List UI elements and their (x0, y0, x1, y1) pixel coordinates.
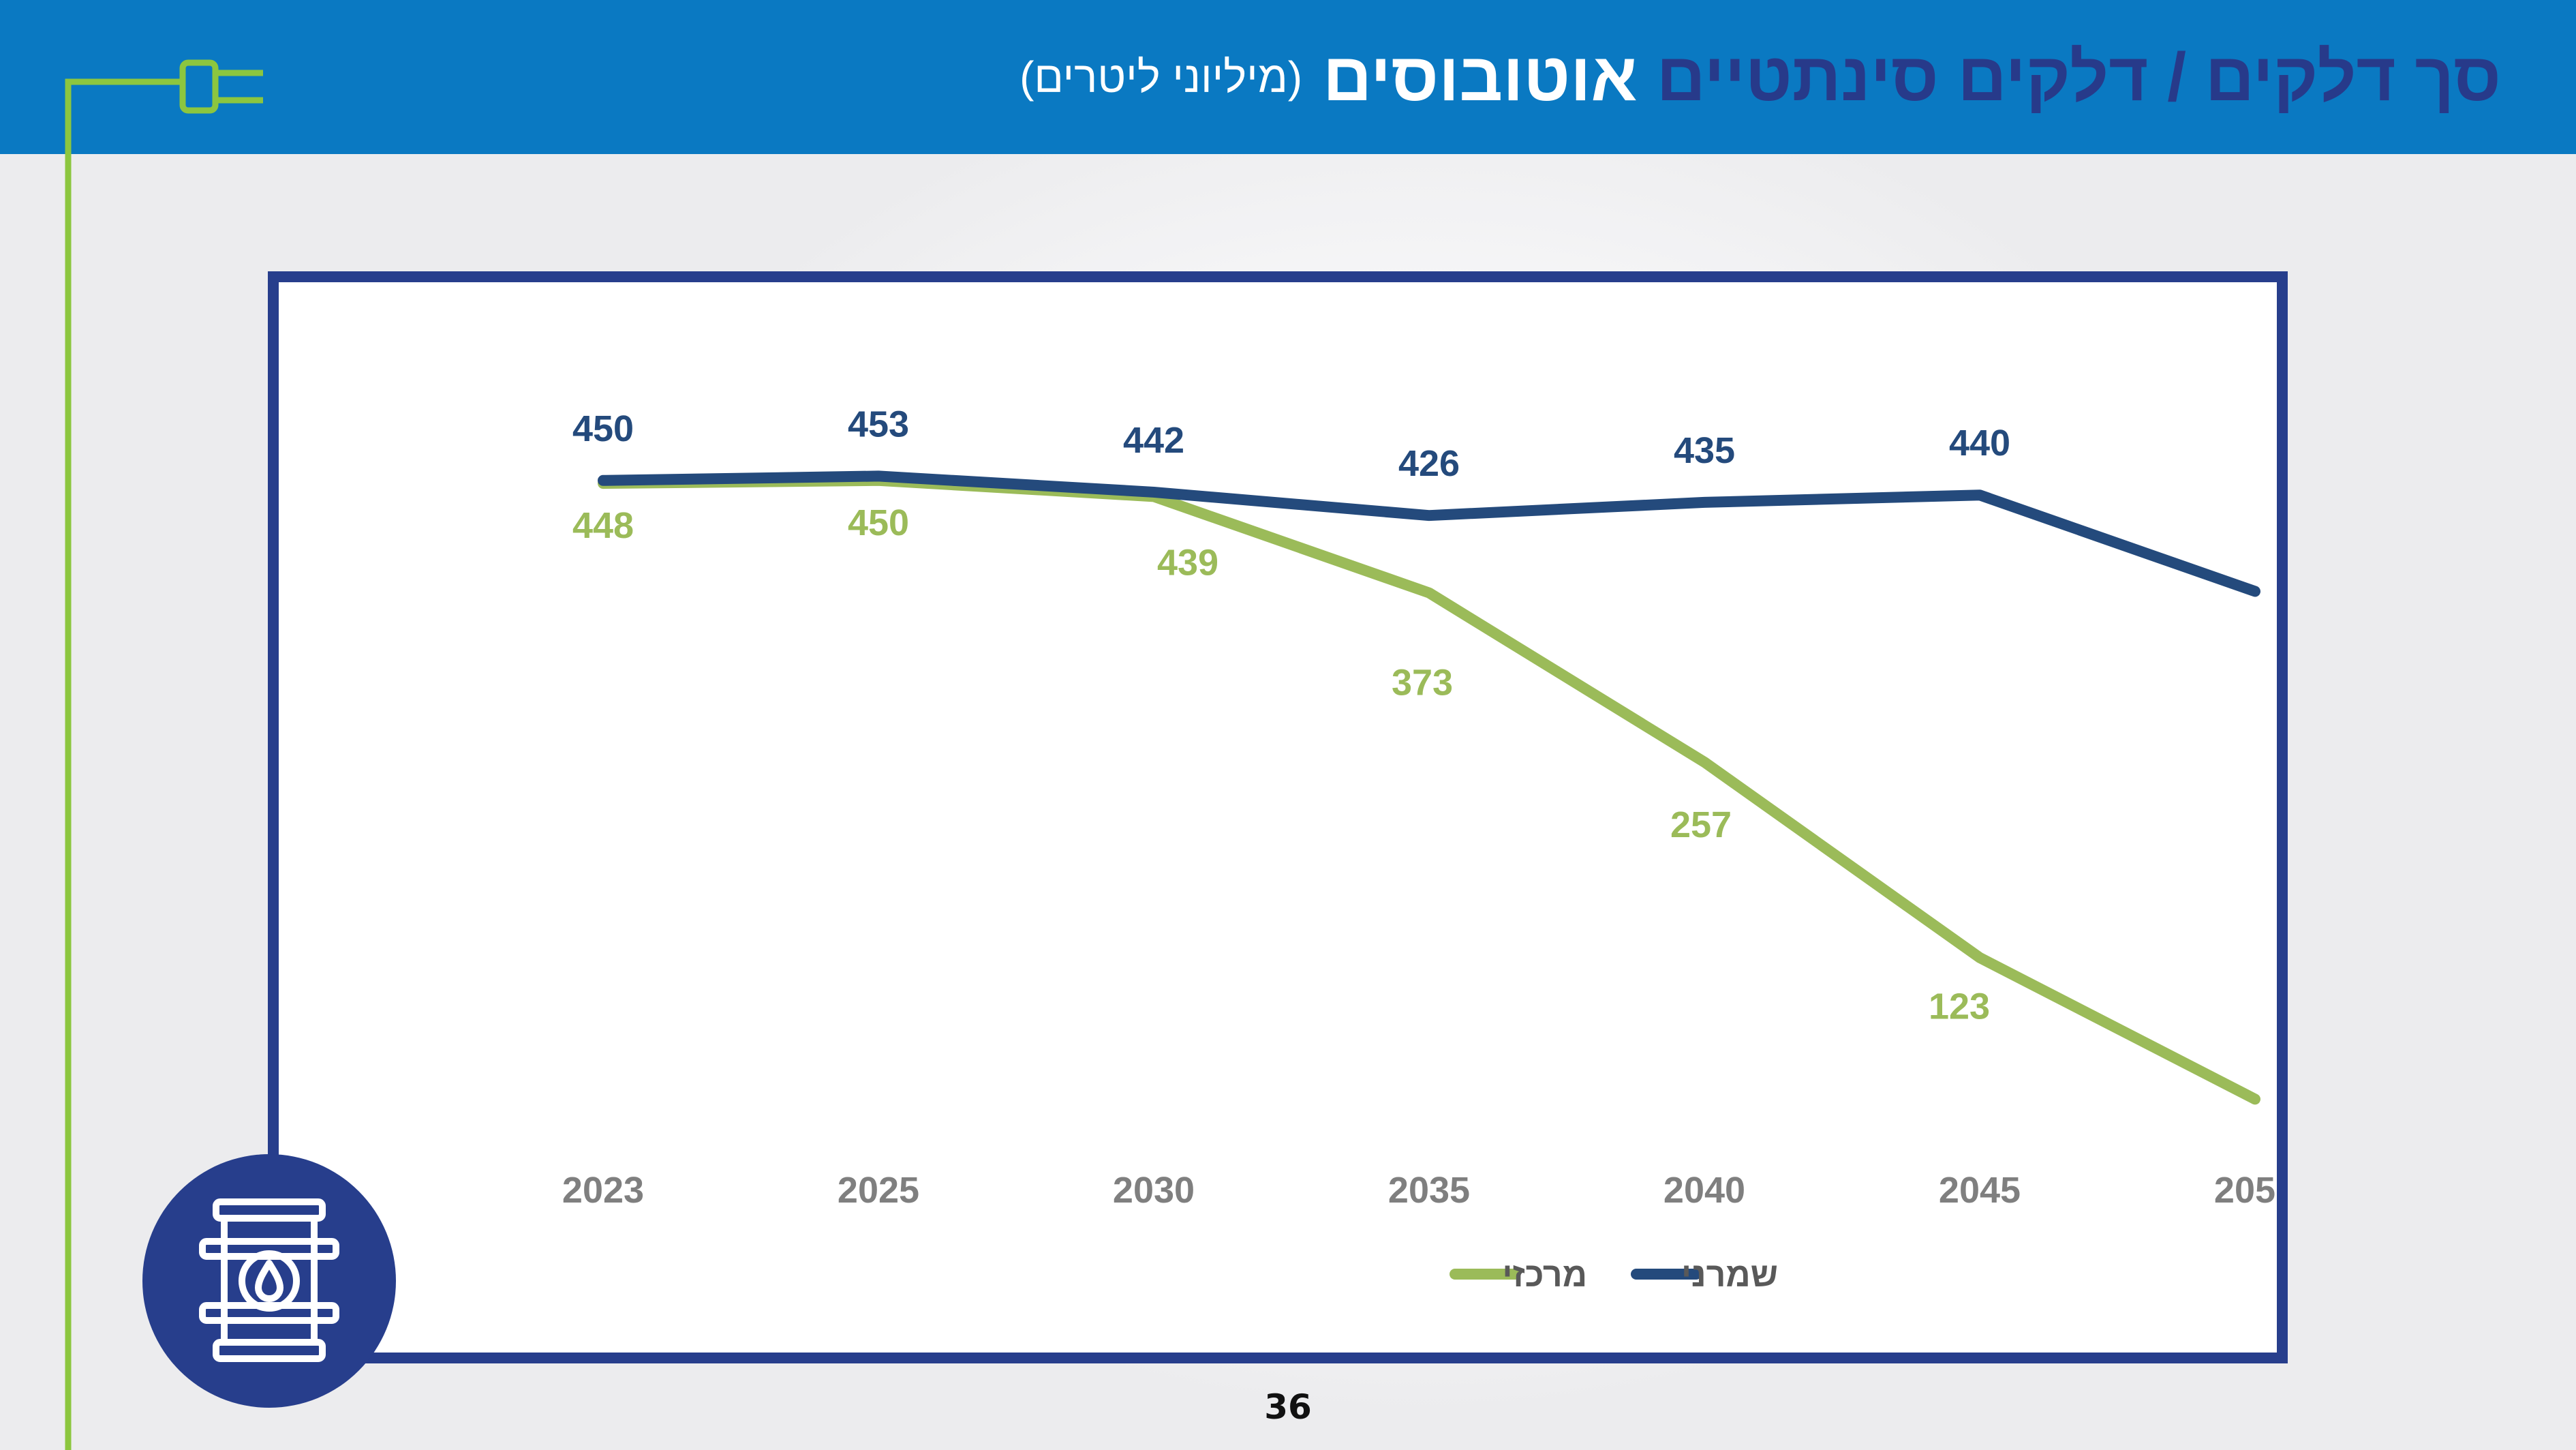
data-label: 257 (1670, 804, 1732, 845)
page-number: 36 (1264, 1387, 1312, 1427)
data-label: 442 (1123, 420, 1184, 461)
legend-label-central: מרכזי (1502, 1256, 1587, 1294)
data-label: 448 (572, 505, 634, 546)
chart-frame: 2023 2025 2030 2035 2040 2045 2050 450 453 442 426… (268, 271, 2288, 1363)
legend-label-conservative: שמרני (1681, 1256, 1778, 1294)
page-title: סך דלקים / דלקים סינתטיים אוטובוסים (מיל… (1019, 19, 2501, 135)
data-label: 450 (572, 408, 634, 449)
data-label: 373 (1392, 663, 1453, 704)
x-tick-label: 2035 (1388, 1170, 1470, 1211)
x-tick-label: 2040 (1663, 1170, 1745, 1211)
data-label: 426 (1398, 443, 1460, 484)
oil-barrel-icon (199, 1198, 339, 1362)
data-label: 439 (1157, 542, 1218, 583)
data-label: 123 (1929, 986, 1990, 1027)
barrel-badge (142, 1154, 396, 1408)
x-tick-label: 2023 (562, 1170, 644, 1211)
header-bar (0, 0, 2576, 154)
x-tick-label: 2025 (838, 1170, 919, 1211)
series-line-central (598, 474, 2260, 1105)
data-label: 435 (1674, 430, 1735, 471)
plug-icon (65, 59, 263, 1450)
x-tick-label: 2030 (1113, 1170, 1195, 1211)
x-tick-label: 2050 (2214, 1170, 2277, 1211)
title-main: סך דלקים / דלקים סינתטיים (1656, 38, 2501, 115)
x-tick-label: 2045 (1939, 1170, 2021, 1211)
data-label: 453 (848, 404, 909, 444)
line-chart: 2023 2025 2030 2035 2040 2045 2050 450 453 442 426… (562, 404, 2277, 1294)
title-unit: (מיליוני ליטרים) (1019, 52, 1303, 102)
data-label: 440 (1949, 423, 2010, 464)
data-label: 450 (848, 502, 909, 543)
title-highlight: אוטובוסים (1323, 38, 1638, 115)
